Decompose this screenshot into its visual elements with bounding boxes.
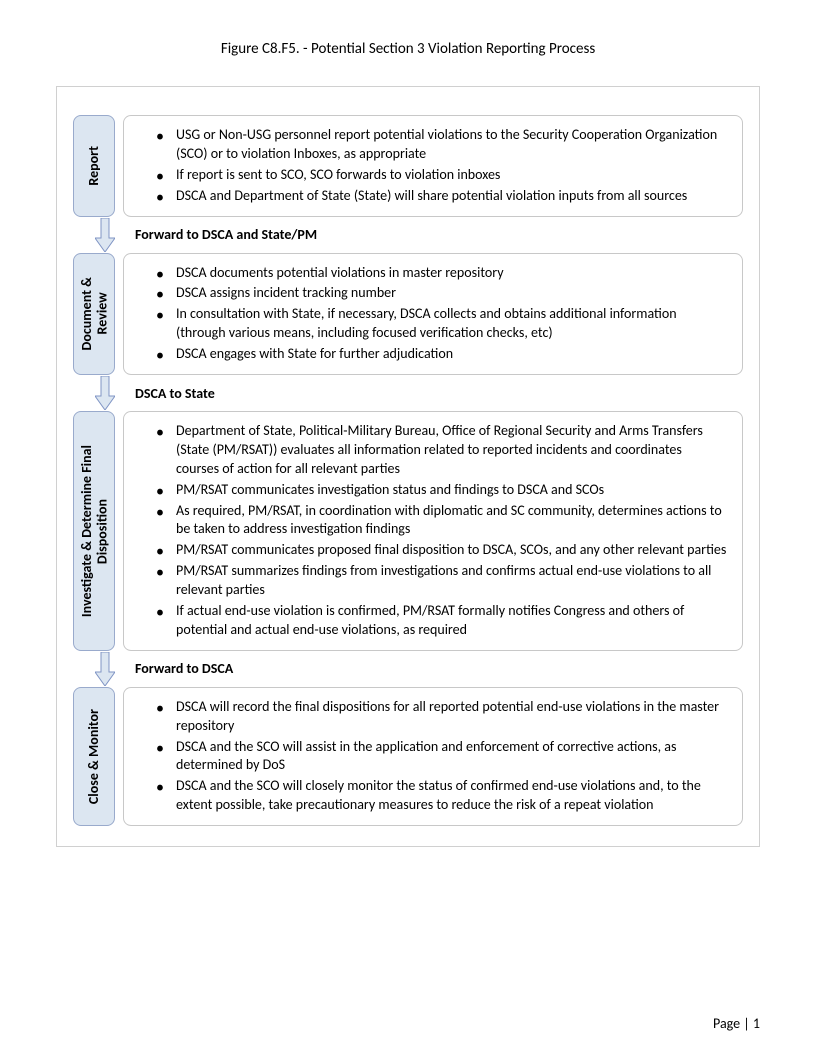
bullet-item: DSCA assigns incident tracking number [156,284,728,303]
connector: Forward to DSCA and State/PM [73,217,743,253]
bullet-item: In consultation with State, if necessary… [156,305,728,343]
stage-label: Report [73,115,115,217]
connector-label: Forward to DSCA and State/PM [135,226,317,243]
stage-label: Document &Review [73,253,115,375]
bullet-item: DSCA engages with State for further adju… [156,345,728,364]
stage-label: Investigate & Determine FinalDisposition [73,411,115,651]
bullet-item: DSCA will record the final dispositions … [156,698,728,736]
connector-label: DSCA to State [135,385,215,402]
bullet-list: Department of State, Political-Military … [128,422,728,640]
stage-0: Report USG or Non-USG personnel report po… [73,115,743,217]
connector-label: Forward to DSCA [135,660,233,677]
bullet-item: USG or Non-USG personnel report potentia… [156,126,728,164]
stage-content: DSCA will record the final dispositions … [123,687,743,826]
bullet-item: PM/RSAT communicates investigation statu… [156,481,728,500]
stage-content: DSCA documents potential violations in m… [123,253,743,375]
stage-2: Investigate & Determine FinalDisposition… [73,411,743,651]
connector: DSCA to State [73,375,743,411]
bullet-item: DSCA and Department of State (State) wil… [156,187,728,206]
bullet-item: Department of State, Political-Military … [156,422,728,479]
bullet-list: USG or Non-USG personnel report potentia… [128,126,728,206]
stage-1: Document &Review DSCA documents potential… [73,253,743,375]
process-container: Report USG or Non-USG personnel report po… [56,86,760,847]
bullet-item: As required, PM/RSAT, in coordination wi… [156,502,728,540]
stage-label-text: Report [86,146,101,186]
bullet-item: If report is sent to SCO, SCO forwards t… [156,166,728,185]
page-footer: Page | 1 [713,1015,760,1032]
bullet-item: PM/RSAT communicates proposed final disp… [156,541,728,560]
arrow-down-icon [95,218,115,252]
stage-label: Close & Monitor [73,687,115,826]
bullet-item: DSCA documents potential violations in m… [156,264,728,283]
stage-label-text: Close & Monitor [86,709,101,804]
bullet-item: PM/RSAT summarizes findings from investi… [156,562,728,600]
arrow-down-icon [95,376,115,410]
bullet-item: DSCA and the SCO will closely monitor th… [156,777,728,815]
stage-content: USG or Non-USG personnel report potentia… [123,115,743,217]
bullet-list: DSCA will record the final dispositions … [128,698,728,815]
arrow-down-icon [95,652,115,686]
bullet-item: If actual end-use violation is confirmed… [156,602,728,640]
stage-content: Department of State, Political-Military … [123,411,743,651]
stage-3: Close & Monitor DSCA will record the fina… [73,687,743,826]
figure-title: Figure C8.F5. - Potential Section 3 Viol… [56,40,760,58]
bullet-item: DSCA and the SCO will assist in the appl… [156,738,728,776]
stage-label-text: Document &Review [79,277,110,350]
bullet-list: DSCA documents potential violations in m… [128,264,728,364]
connector: Forward to DSCA [73,651,743,687]
stage-label-text: Investigate & Determine FinalDisposition [79,445,110,617]
